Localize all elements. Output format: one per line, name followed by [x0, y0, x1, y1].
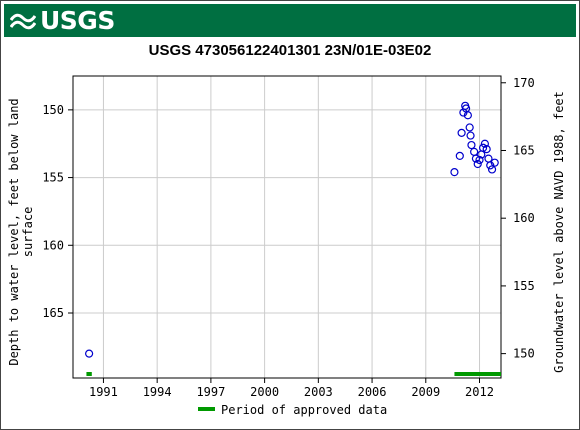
x-tick-label: 1994 [143, 385, 172, 399]
x-tick-label: 2003 [304, 385, 333, 399]
data-point [490, 158, 499, 167]
y-tick-label-right: 150 [513, 347, 535, 361]
data-point [480, 139, 489, 148]
y-tick-label-right: 170 [513, 76, 535, 90]
x-tick-label: 1997 [196, 385, 225, 399]
data-point [463, 111, 472, 120]
data-point [450, 168, 459, 177]
data-point [486, 161, 495, 170]
data-point [478, 143, 488, 152]
legend: Period of approved data [198, 403, 387, 417]
data-point [466, 131, 475, 140]
y-axis-left-label-line2: surface [21, 207, 35, 258]
data-point [455, 151, 464, 161]
y-axis-left-label: Depth to water level, feet below land [7, 98, 21, 365]
grid-lines [73, 76, 501, 378]
plot-area [72, 75, 502, 379]
data-point [467, 140, 476, 150]
x-tick-label: 2012 [465, 385, 494, 399]
y-tick-label-right: 160 [513, 211, 535, 225]
x-tick-label: 2000 [250, 385, 279, 399]
chart-title: USGS 473056122401301 23N/01E-03E02 [148, 42, 432, 59]
y-tick-label-left: 160 [42, 238, 64, 252]
x-tick-label: 2009 [411, 385, 440, 399]
approved-period-bar [454, 372, 501, 376]
approved-periods [86, 372, 501, 376]
data-point [484, 154, 493, 163]
y-tick-label-right: 155 [513, 279, 535, 293]
y-axis-left: 150 155 160 165 [42, 103, 73, 320]
data-point [475, 155, 484, 165]
legend-label: Period of approved data [221, 403, 387, 417]
data-point [470, 147, 479, 156]
approved-period-bar [86, 372, 92, 376]
x-axis: 1991 1994 1997 2000 2003 2006 2009 2012 [89, 378, 494, 399]
y-tick-label-left: 165 [42, 306, 64, 320]
y-tick-label-left: 155 [42, 171, 64, 185]
data-points [85, 101, 499, 358]
logo-text: USGS [40, 6, 115, 35]
y-tick-label-left: 150 [42, 103, 64, 117]
y-axis-right: 170 165 160 155 150 [501, 76, 535, 361]
usgs-wave-icon [10, 13, 36, 30]
usgs-banner: USGS [4, 4, 576, 37]
data-point [471, 154, 481, 163]
data-point [465, 123, 474, 132]
legend-swatch [198, 407, 215, 411]
y-tick-label-right: 165 [513, 143, 535, 157]
x-tick-label: 2006 [358, 385, 387, 399]
data-point [457, 128, 466, 137]
data-point [85, 349, 94, 358]
y-axis-right-label: Groundwater level above NAVD 1988, feet [552, 91, 566, 373]
data-point [482, 145, 491, 154]
data-point [487, 165, 497, 174]
usgs-logo[interactable]: USGS [10, 7, 115, 35]
x-tick-label: 1991 [89, 385, 118, 399]
data-point [473, 159, 482, 169]
